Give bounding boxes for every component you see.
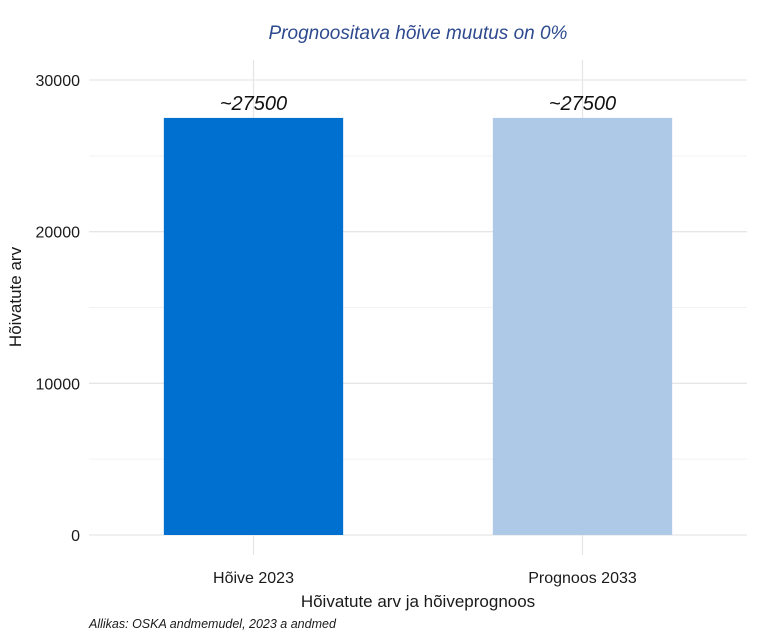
data-label-1: ~27500 xyxy=(220,93,287,115)
y-tick-label: 30000 xyxy=(36,73,81,90)
x-tick-label: Prognoos 2033 xyxy=(528,570,637,587)
x-axis-label: Hõivatute arv ja hõiveprognoos xyxy=(301,592,535,611)
y-axis-ticks: 0 10000 20000 30000 xyxy=(36,73,81,545)
y-tick-label: 0 xyxy=(71,528,80,545)
y-tick-label: 10000 xyxy=(36,376,81,393)
chart-title: Prognoositava hõive muutus on 0% xyxy=(269,23,568,44)
x-axis-ticks: Hõive 2023 Prognoos 2033 xyxy=(213,570,637,587)
source-caption: Allikas: OSKA andmemudel, 2023 a andmed xyxy=(88,617,337,631)
bar-1 xyxy=(163,117,344,536)
bars xyxy=(163,117,673,536)
x-tick-label: Hõive 2023 xyxy=(213,570,294,587)
y-tick-label: 20000 xyxy=(36,225,81,242)
data-label-2: ~27500 xyxy=(549,93,616,115)
bar-2 xyxy=(492,117,673,536)
y-axis-label: Hõivatute arv xyxy=(6,246,25,347)
data-labels: ~27500 ~27500 xyxy=(220,93,616,115)
